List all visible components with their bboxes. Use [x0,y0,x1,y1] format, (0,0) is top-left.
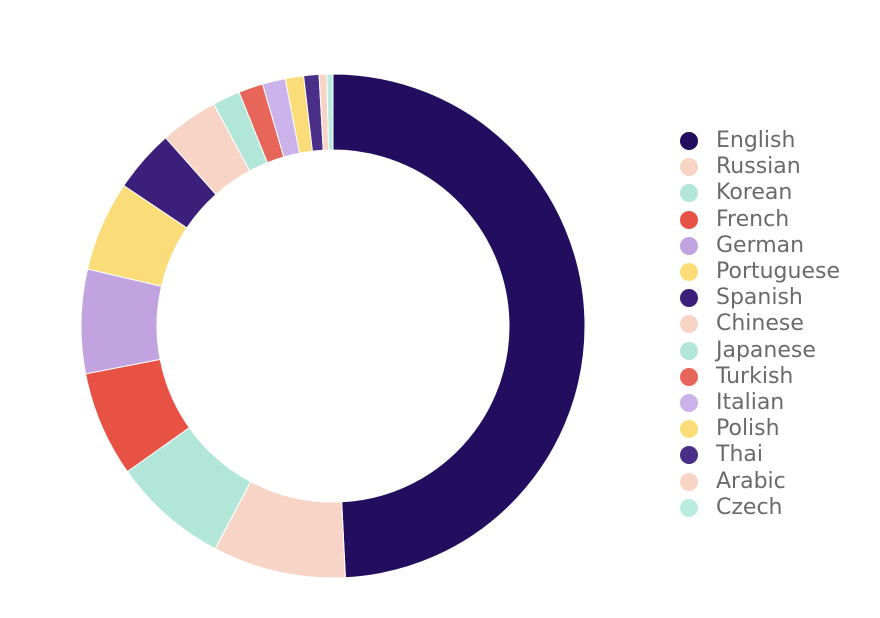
legend-item-chinese: Chinese [680,311,840,337]
legend-item-czech: Czech [680,495,840,521]
legend-label: Spanish [716,285,803,311]
legend-swatch [680,393,698,412]
legend-item-french: French [680,207,840,233]
legend-label: French [716,206,790,232]
legend-label: Czech [716,494,783,520]
legend-item-russian: Russian [680,154,840,180]
legend-swatch [680,263,698,282]
legend-swatch [680,446,698,465]
legend-label: Portuguese [716,259,840,285]
donut-slices [80,73,586,579]
legend-label: Russian [716,154,801,180]
legend-item-japanese: Japanese [680,338,840,364]
legend-item-turkish: Turkish [680,364,840,390]
chart-legend: English Russian Korean French German Portugue… [680,128,840,521]
legend-swatch [680,158,698,177]
legend-label: Japanese [716,337,816,363]
legend-item-german: German [680,233,840,259]
legend-swatch [680,420,698,439]
legend-item-polish: Polish [680,416,840,442]
legend-item-english: English [680,128,840,154]
legend-item-spanish: Spanish [680,285,840,311]
legend-swatch [680,184,698,203]
legend-swatch [680,367,698,386]
slice-german [80,268,163,375]
legend-item-portuguese: Portuguese [680,259,840,285]
legend-label: Turkish [716,363,794,389]
legend-item-italian: Italian [680,390,840,416]
legend-label: Italian [716,389,785,415]
legend-swatch [680,132,698,151]
slice-czech [326,73,334,151]
legend-swatch [680,210,698,229]
slice-english [332,73,586,579]
legend-swatch [680,472,698,491]
legend-item-arabic: Arabic [680,468,840,494]
legend-label: English [716,128,796,154]
legend-label: Korean [716,180,793,206]
legend-swatch [680,315,698,334]
legend-swatch [680,498,698,517]
legend-label: Polish [716,416,780,442]
legend-swatch [680,236,698,255]
legend-swatch [680,341,698,360]
legend-item-korean: Korean [680,180,840,206]
legend-label: Thai [716,442,763,468]
legend-label: German [716,232,805,258]
legend-label: Chinese [716,311,804,337]
legend-swatch [680,289,698,308]
legend-label: Arabic [716,468,786,494]
legend-item-thai: Thai [680,442,840,468]
